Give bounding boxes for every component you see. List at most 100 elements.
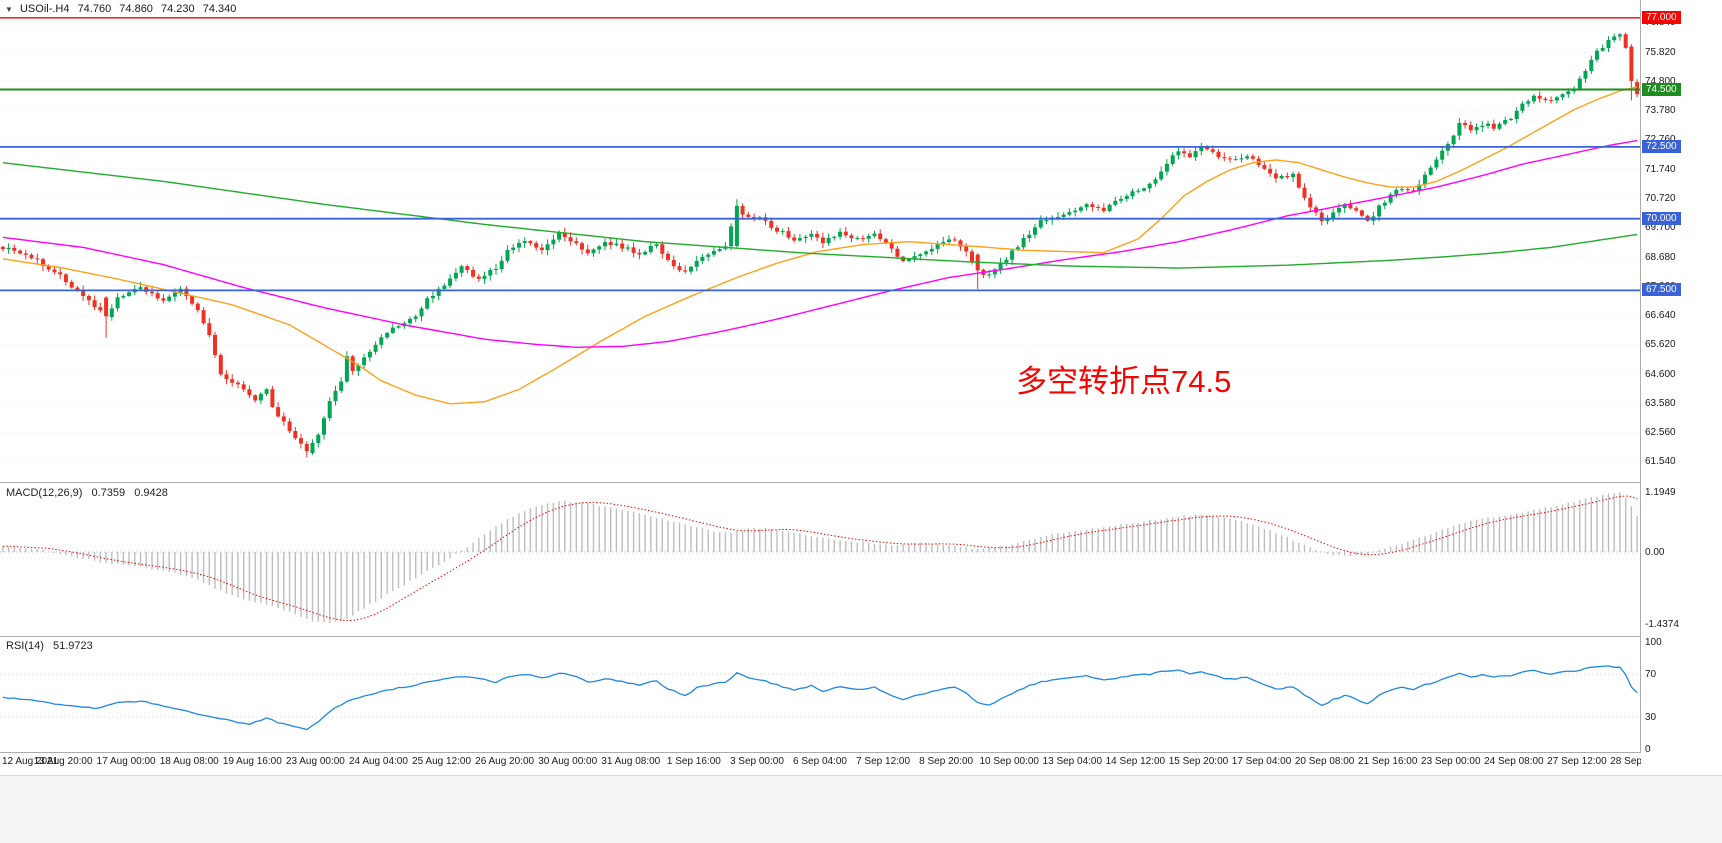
- macd-histogram-bar: [994, 548, 996, 552]
- candle-body: [172, 292, 177, 297]
- candle-body: [1130, 191, 1135, 197]
- macd-histogram-bar: [82, 552, 84, 559]
- macd-histogram-bar: [885, 544, 887, 552]
- candle-body: [367, 351, 372, 358]
- macd-histogram-bar: [300, 552, 302, 617]
- price-tick-label: 71.740: [1645, 163, 1676, 175]
- candle-body: [121, 295, 126, 298]
- candle-body: [677, 266, 682, 271]
- macd-histogram-bar: [1258, 526, 1260, 552]
- rsi-indicator-label: RSI(14) 51.9723: [6, 640, 99, 652]
- macd-scale-label: -1.4374: [1645, 618, 1679, 630]
- time-axis-label: 10 Sep 00:00: [979, 756, 1039, 767]
- candle-body: [1302, 187, 1307, 198]
- candle-body: [1239, 158, 1244, 160]
- price-tick-label: 75.820: [1645, 46, 1676, 58]
- macd-histogram-bar: [1172, 517, 1174, 552]
- macd-histogram-bar: [908, 543, 910, 552]
- macd-histogram-bar: [655, 517, 658, 552]
- macd-histogram-bar: [1447, 528, 1449, 552]
- main-chart-canvas[interactable]: [0, 0, 1640, 482]
- macd-histogram-bar: [185, 552, 188, 577]
- time-axis-label: 8 Sep 20:00: [919, 756, 974, 767]
- candle-body: [1531, 95, 1536, 102]
- candle-body: [1015, 247, 1020, 251]
- candle-body: [1503, 120, 1508, 124]
- candle-body: [0, 246, 5, 250]
- macd-histogram-bar: [770, 529, 772, 552]
- candle-body: [12, 247, 17, 251]
- macd-histogram-bar: [386, 552, 388, 595]
- time-axis-label: 15 Sep 20:00: [1168, 756, 1229, 767]
- macd-histogram-bar: [151, 552, 153, 570]
- macd-panel-canvas[interactable]: [0, 484, 1640, 636]
- macd-histogram-bar: [1630, 506, 1633, 552]
- candle-body: [281, 416, 286, 422]
- candle-body: [161, 298, 166, 301]
- macd-histogram-bar: [208, 552, 210, 586]
- candle-body: [929, 248, 934, 252]
- candle-body: [1147, 183, 1152, 189]
- macd-histogram-bar: [1131, 523, 1134, 552]
- ohlc-close: 74.340: [202, 3, 237, 15]
- rsi-panel-canvas[interactable]: [0, 637, 1640, 753]
- chart-dropdown-icon[interactable]: ▼: [5, 5, 13, 14]
- time-axis-label: 21 Sep 16:00: [1357, 756, 1418, 767]
- candle-body: [1061, 214, 1066, 217]
- macd-histogram-bar: [1493, 517, 1495, 552]
- price-tick-label: 74.800: [1645, 75, 1676, 87]
- candle-body: [1423, 174, 1427, 185]
- macd-histogram-bar: [1235, 519, 1237, 552]
- macd-histogram-bar: [1011, 544, 1013, 552]
- macd-histogram-bar: [415, 552, 417, 578]
- macd-histogram-bar: [13, 547, 15, 552]
- candle-body: [843, 231, 848, 236]
- candle-body: [1044, 219, 1049, 221]
- macd-histogram-bar: [569, 502, 572, 552]
- candle-body: [711, 250, 716, 255]
- candle-body: [1285, 176, 1290, 178]
- price-scale[interactable]: 76.84075.82074.80073.78072.76071.74070.7…: [1641, 0, 1722, 775]
- candle-body: [379, 337, 384, 345]
- candle-body: [1159, 171, 1164, 180]
- panel-separator[interactable]: [0, 482, 1722, 483]
- macd-histogram-bar: [1005, 545, 1008, 552]
- macd-histogram-bar: [438, 552, 440, 565]
- candle-body: [1142, 188, 1146, 191]
- macd-histogram-bar: [1619, 492, 1621, 552]
- candle-body: [620, 243, 625, 249]
- panel-separator[interactable]: [0, 636, 1722, 637]
- candle-body: [1520, 103, 1525, 111]
- macd-histogram-bar: [850, 541, 853, 552]
- macd-histogram-bar: [1579, 499, 1581, 552]
- macd-histogram-bar: [1160, 519, 1162, 552]
- candle-body: [1182, 151, 1187, 154]
- candle-body: [155, 293, 160, 299]
- candle-body: [385, 332, 390, 338]
- macd-histogram-bar: [1344, 552, 1346, 556]
- macd-histogram-bar: [1452, 526, 1455, 552]
- macd-histogram-bar: [724, 532, 727, 552]
- candle-body: [1359, 210, 1364, 216]
- candle-body: [671, 260, 676, 267]
- macd-histogram-bar: [833, 539, 835, 552]
- macd-histogram-bar: [455, 552, 457, 554]
- candle-body: [878, 233, 883, 240]
- macd-histogram-bar: [1143, 521, 1145, 552]
- candle-body: [505, 250, 510, 261]
- macd-histogram-bar: [587, 503, 589, 552]
- candle-body: [1388, 194, 1393, 203]
- macd-histogram-bar: [1017, 542, 1019, 552]
- candle-body: [276, 407, 281, 417]
- macd-histogram-bar: [1395, 545, 1397, 552]
- macd-histogram-bar: [105, 552, 107, 564]
- candle-body: [769, 220, 774, 228]
- candle-body: [608, 242, 613, 245]
- time-scale[interactable]: 12 Aug 2021 13 Aug 20:00 17 Aug 00:00 18 Au…: [0, 756, 1722, 772]
- candle-body: [476, 276, 481, 279]
- candle-body: [1583, 71, 1588, 79]
- candle-body: [935, 244, 940, 249]
- time-axis-label: 17 Sep 04:00: [1231, 756, 1292, 767]
- candle-body: [18, 250, 23, 254]
- candle-body: [889, 242, 894, 249]
